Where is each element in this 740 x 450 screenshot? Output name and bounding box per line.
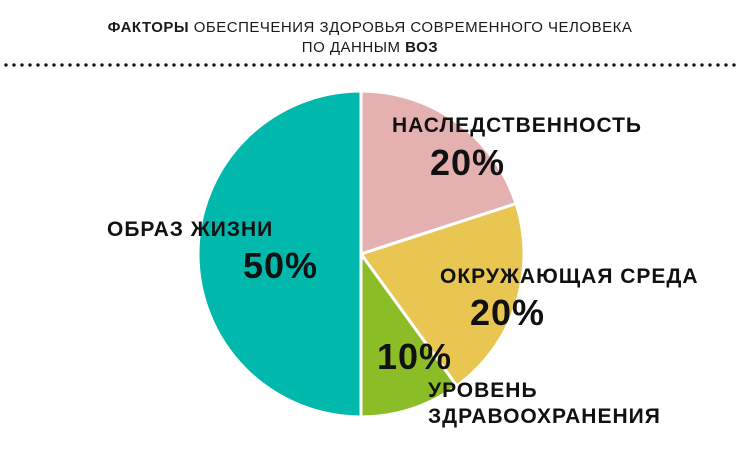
slice-value-environment: 20% [470,292,546,333]
slice-label-healthcare-line-1: УРОВЕНЬ [428,379,538,402]
chart-title-line-2: ПО ДАННЫМ ВОЗ [0,38,740,57]
slice-label-lifestyle: ОБРАЗ ЖИЗНИ [107,218,274,241]
slice-value-heredity: 20% [430,142,506,183]
chart-title-rest: ОБЕСПЕЧЕНИЯ ЗДОРОВЬЯ СОВРЕМЕННОГО ЧЕЛОВЕ… [193,19,633,36]
chart-subtitle-rest: ПО ДАННЫМ [301,39,401,56]
pie-slice-lifestyle [196,89,363,419]
slice-value-lifestyle: 50% [243,245,319,286]
dotted-divider [0,62,740,68]
chart-subtitle-bold-word: ВОЗ [405,39,439,56]
pie-slice-heredity [359,89,518,256]
slice-label-healthcare-line-2: ЗДРАВООХРАНЕНИЯ [428,405,661,428]
pie-slice-environment [359,202,526,388]
slice-label-environment: ОКРУЖАЮЩАЯ СРЕДА [440,265,699,288]
pie-slice-healthcare [359,252,459,419]
chart-title-line-1: ФАКТОРЫ ОБЕСПЕЧЕНИЯ ЗДОРОВЬЯ СОВРЕМЕННОГ… [0,18,740,37]
slice-value-healthcare: 10% [377,336,453,377]
slice-label-heredity: НАСЛЕДСТВЕННОСТЬ [392,114,643,137]
chart-title-bold-word: ФАКТОРЫ [107,19,190,36]
